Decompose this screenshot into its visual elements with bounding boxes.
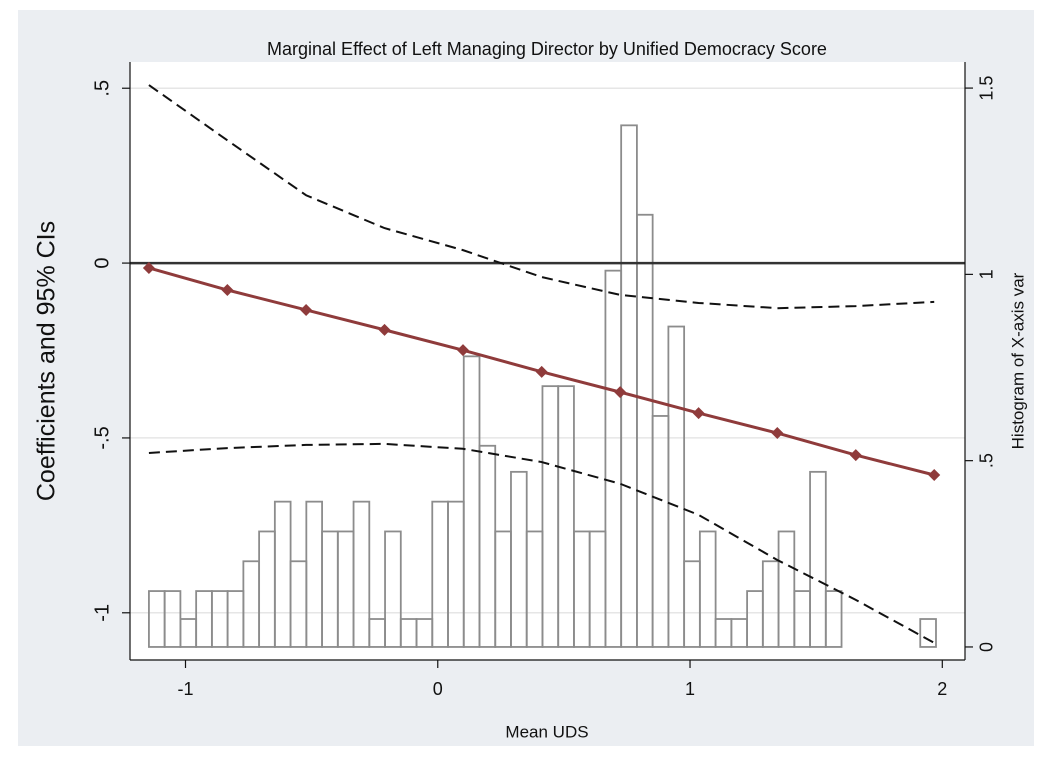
- marker: [300, 303, 313, 316]
- marker: [614, 386, 627, 399]
- histogram-bar: [919, 618, 937, 648]
- series-line: [148, 84, 935, 310]
- histogram-bar: [384, 530, 402, 648]
- y-axis-label: Coefficients and 95% CIs: [33, 221, 61, 501]
- y-tick-label: .5: [91, 80, 113, 97]
- y2-tick-label: .5: [977, 453, 997, 468]
- x-axis-label: Mean UDS: [505, 722, 588, 741]
- histogram-bar: [824, 590, 843, 648]
- histogram-bar: [557, 385, 575, 648]
- histogram-bar: [777, 530, 796, 648]
- plot-region: [130, 62, 965, 660]
- y-tick-label: 0: [91, 258, 113, 269]
- marker: [142, 261, 155, 274]
- y2-tick-label: 1: [977, 269, 997, 279]
- y2-tick-label: 1.5: [977, 76, 997, 101]
- x-tick-label: -1: [177, 679, 193, 699]
- x-tick-label: 0: [433, 679, 443, 699]
- histogram-bar: [698, 530, 717, 648]
- y2-axis-label: Histogram of X-axis var: [1008, 272, 1027, 449]
- marker: [692, 407, 705, 420]
- histogram-bar: [667, 325, 686, 648]
- x-tick-label: 1: [685, 679, 695, 699]
- series-line: [148, 442, 935, 644]
- marker: [928, 469, 941, 482]
- y-tick-label: -1: [91, 604, 113, 622]
- marker: [456, 344, 469, 357]
- histogram-bar: [352, 500, 371, 648]
- y-tick-label: -.5: [91, 426, 113, 449]
- marker: [535, 365, 548, 378]
- marker: [221, 284, 234, 297]
- marker: [849, 449, 862, 462]
- histogram-bar: [809, 470, 827, 648]
- x-tick-label: 2: [937, 679, 947, 699]
- marker: [771, 427, 784, 440]
- marker: [378, 323, 391, 336]
- chart-title: Marginal Effect of Left Managing Directo…: [267, 39, 827, 59]
- y2-tick-label: 0: [977, 642, 997, 652]
